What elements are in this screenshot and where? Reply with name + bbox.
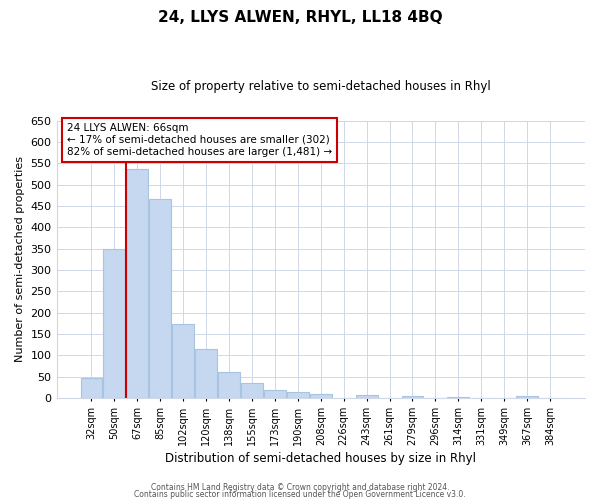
Bar (310, 394, 332, 398)
Bar (356, 395, 377, 398)
Bar (149, 198, 171, 398)
Bar (448, 397, 469, 398)
Text: 24 LLYS ALWEN: 66sqm
← 17% of semi-detached houses are smaller (302)
82% of semi: 24 LLYS ALWEN: 66sqm ← 17% of semi-detac… (67, 124, 332, 156)
Bar (516, 396, 538, 398)
Text: Contains public sector information licensed under the Open Government Licence v3: Contains public sector information licen… (134, 490, 466, 499)
Bar (241, 383, 263, 398)
Text: Contains HM Land Registry data © Crown copyright and database right 2024.: Contains HM Land Registry data © Crown c… (151, 484, 449, 492)
X-axis label: Distribution of semi-detached houses by size in Rhyl: Distribution of semi-detached houses by … (165, 452, 476, 465)
Title: Size of property relative to semi-detached houses in Rhyl: Size of property relative to semi-detach… (151, 80, 491, 93)
Bar (195, 349, 217, 398)
Bar (172, 324, 194, 398)
Bar (103, 249, 125, 398)
Bar (127, 169, 148, 398)
Bar (287, 392, 309, 398)
Text: 24, LLYS ALWEN, RHYL, LL18 4BQ: 24, LLYS ALWEN, RHYL, LL18 4BQ (158, 10, 442, 25)
Bar (264, 390, 286, 398)
Y-axis label: Number of semi-detached properties: Number of semi-detached properties (15, 156, 25, 362)
Bar (218, 372, 240, 398)
Bar (401, 396, 424, 398)
Bar (80, 378, 103, 398)
